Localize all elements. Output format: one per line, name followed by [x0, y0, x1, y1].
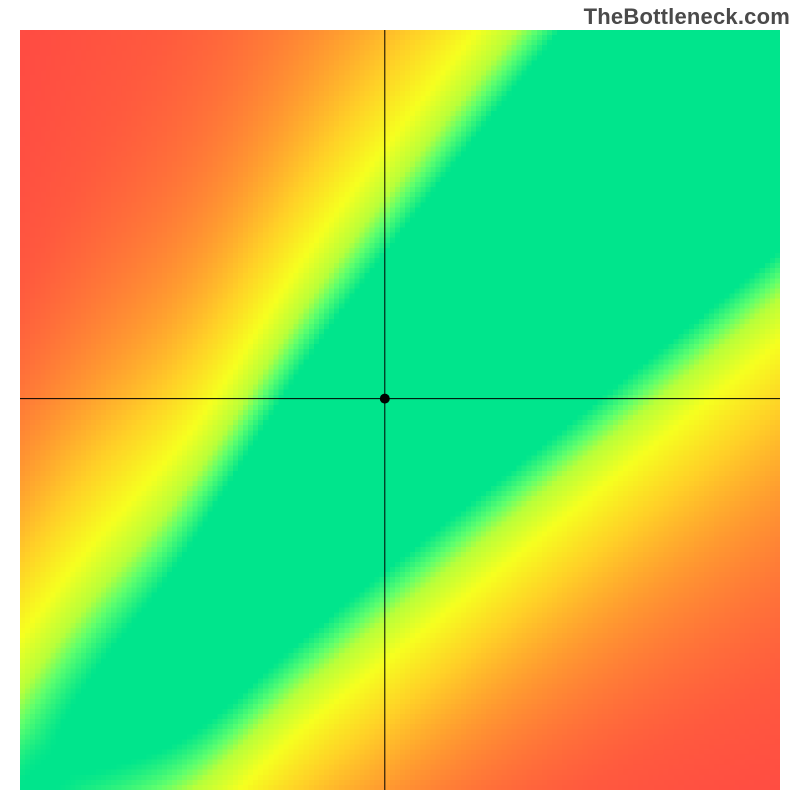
bottleneck-heatmap	[20, 30, 780, 790]
heatmap-overlay	[20, 30, 780, 790]
watermark-text: TheBottleneck.com	[584, 4, 790, 30]
target-marker	[380, 394, 390, 404]
